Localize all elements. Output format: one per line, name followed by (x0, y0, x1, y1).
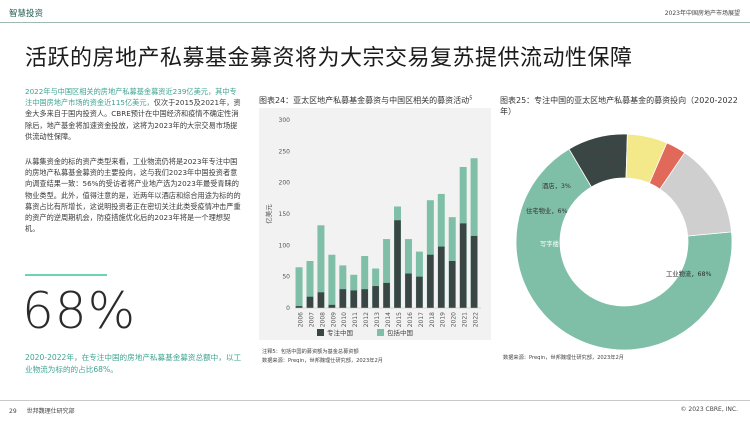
x-tick-label: 2018 (429, 312, 436, 327)
bar-china-focused (448, 261, 456, 308)
chart25-source: 数据来源：Preqin，世邦魏理仕研究部，2023年2月 (503, 355, 624, 361)
stat-divider (25, 274, 107, 276)
bar-including-china (306, 261, 314, 308)
x-tick-label: 2013 (374, 312, 381, 327)
x-tick-label: 2021 (462, 312, 469, 327)
legend-swatch-including-china (377, 329, 384, 336)
bar-including-china (404, 239, 412, 308)
brand-label: 智慧投资 (9, 9, 44, 19)
bar-china-focused (416, 276, 423, 308)
slice-label: 住宅物业，6% (526, 206, 567, 215)
bar-china-focused (427, 254, 434, 308)
x-tick-label: 2007 (308, 312, 315, 327)
y-tick-label: 250 (279, 148, 291, 155)
bar-including-china (383, 239, 391, 308)
bar-china-focused (372, 286, 379, 308)
legend-swatch-china-focused (317, 329, 324, 336)
chart24-title-sup: 5 (469, 95, 473, 102)
page-title: 活跃的房地产私募基金募资将为大宗交易复苏提供流动性保障 (25, 46, 633, 71)
lead-highlight: 2022年与中国区相关的房地产私募基金募资近239亿美元，其中专注中国房地产市场… (25, 87, 237, 108)
bar-china-focused (328, 304, 336, 308)
slice-label: 写字楼，9% (540, 239, 575, 248)
y-axis-label: 亿美元 (264, 204, 273, 224)
y-tick-label: 200 (279, 180, 291, 187)
x-tick-label: 2010 (341, 312, 348, 327)
legend-label-including-china: 包括中国 (387, 328, 413, 337)
x-tick-label: 2008 (319, 312, 326, 327)
x-tick-label: 2016 (407, 312, 414, 327)
bar-china-focused (459, 223, 467, 308)
report-name: 2023年中国房地产市场展望 (664, 10, 740, 17)
x-tick-label: 2017 (418, 312, 425, 327)
stat-caption: 2020-2022年，在专注中国的房地产私募基金募资总额中，以工业物流为标的的占… (25, 353, 242, 374)
bar-china-focused (405, 273, 412, 308)
chart25-title: 图表25：专注中国的亚太区地产私募基金的募资投向（2020-2022年） (500, 96, 738, 116)
footer-dept: 世邦魏理仕研究部 (26, 408, 75, 415)
y-tick-label: 300 (279, 117, 291, 124)
x-tick-label: 2020 (451, 312, 458, 327)
x-tick-label: 2015 (396, 312, 403, 327)
stat-value: 68% (22, 282, 137, 340)
bar-china-focused (394, 220, 401, 308)
slice-label-value: 14% (602, 159, 616, 166)
legend-label-china-focused: 专注中国 (327, 328, 353, 337)
x-tick-label: 2019 (440, 312, 447, 327)
y-tick-label: 100 (279, 242, 291, 249)
bar-china-focused (317, 292, 325, 308)
chart24-note: 注释5：包括中国的募资额为基金总募资额 (262, 349, 359, 355)
bar-china-focused (470, 235, 478, 308)
donut-slice (515, 148, 733, 351)
x-tick-label: 2011 (352, 312, 359, 327)
bar-including-china (328, 254, 336, 308)
x-tick-label: 2009 (330, 312, 337, 327)
chart24-title-text: 图表24：亚太区地产私募基金募资与中国区相关的募资活动 (259, 96, 470, 105)
bar-including-china (470, 158, 478, 308)
y-tick-label: 150 (279, 211, 291, 218)
donut-chart: 工业物流，68% 写字楼，9% 住宅物业，6% 酒店，3% 酒店及其他， 14% (515, 133, 733, 351)
bar-including-china (361, 255, 369, 308)
bar-chart: 0 50 100 150 200 250 300 亿美元 2006 2007 2008 2009 201… (264, 117, 481, 337)
chart24-panel: 0 50 100 150 200 250 300 亿美元 2006 2007 2008 2009 201… (259, 108, 491, 340)
bar-china-focused (350, 290, 358, 308)
bar-china-focused (361, 289, 368, 308)
chart24-notes: 注释5：包括中国的募资额为基金总募资额 数据来源：Preqin，世邦魏理仕研究部… (262, 348, 383, 365)
bar-including-china (295, 267, 303, 308)
bar-china-focused (339, 289, 347, 308)
body-paragraph: 从募集资金的标的资产类型来看，工业物流仍将是2023年专注中国的房地产私募基金募… (25, 157, 241, 234)
header-divider (0, 22, 750, 23)
slice-label: 工业物流，68% (666, 269, 711, 278)
bar-china-focused (306, 296, 314, 308)
bar-china-focused (383, 282, 390, 308)
x-tick-label: 2014 (385, 312, 392, 327)
lead-paragraph: 2022年与中国区相关的房地产私募基金募资近239亿美元，其中专注中国房地产市场… (25, 86, 243, 142)
bar-including-china (317, 225, 325, 308)
chart24-source: 数据来源：Preqin，世邦魏理仕研究部，2023年2月 (262, 357, 383, 364)
bar-including-china (339, 265, 347, 308)
page-number: 29 (9, 408, 17, 415)
y-tick-label: 0 (286, 305, 290, 312)
y-tick-label: 50 (282, 274, 290, 281)
slice-label: 酒店，3% (542, 181, 571, 190)
footer-left: 29 世邦魏理仕研究部 (9, 406, 75, 415)
chart24-title: 图表24：亚太区地产私募基金募资与中国区相关的募资活动5 (259, 95, 472, 106)
x-tick-label: 2022 (473, 312, 480, 327)
donut-slice (659, 152, 732, 237)
footer-copyright: © 2023 CBRE, INC. (680, 406, 738, 413)
lead-text: 仅次于2015及2021年，资金大多来自于国内投资人。CBRE预计在中国经济和疫… (25, 98, 241, 141)
bar-including-china (426, 200, 434, 308)
slice-label: 酒店及其他， (588, 147, 626, 156)
footer-divider (0, 400, 750, 401)
x-tick-label: 2012 (363, 312, 370, 327)
bar-china-focused (437, 246, 445, 308)
bar-china-focused (295, 306, 303, 308)
x-tick-label: 2006 (297, 312, 304, 327)
